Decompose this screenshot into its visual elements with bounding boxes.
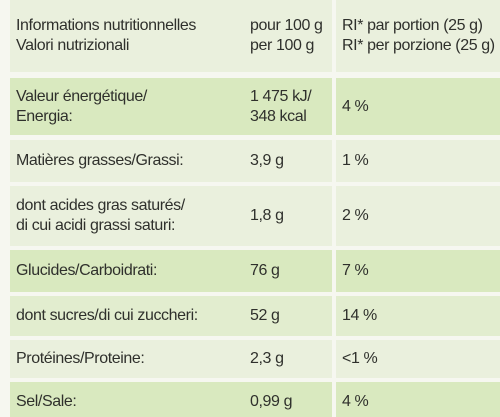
table-cell: Sel/Sale: <box>10 382 246 417</box>
cell-text: dont sucres/di cui zuccheri: <box>16 307 198 324</box>
table-cell: 4 % <box>336 78 500 135</box>
table-cell: 4 % <box>336 382 500 417</box>
table-cell: <1 % <box>336 340 500 378</box>
cell-text: 0,99 g <box>250 393 293 410</box>
cell-text: 1 % <box>342 152 369 169</box>
cell-text: 52 g <box>250 307 280 324</box>
cell-text: 4 % <box>342 97 369 115</box>
cell-text: Protéines/Proteine: <box>16 350 145 367</box>
cell-text: Matières grasses/Grassi: <box>16 152 184 169</box>
table-cell: dont sucres/di cui zuccheri: <box>10 296 246 336</box>
table-cell: dont acides gras saturés/di cui acidi gr… <box>10 186 246 246</box>
cell-text: RI* per porzione (25 g) <box>342 37 495 54</box>
table-cell: Valeur énergétique/Energia: <box>10 78 246 135</box>
table-cell: 3,9 g <box>244 140 332 182</box>
cell-text: 1 475 kJ/ <box>250 87 312 105</box>
cell-text: Informations nutritionnelles <box>16 17 197 34</box>
cell-text: Sel/Sale: <box>16 393 77 410</box>
table-cell: 52 g <box>244 296 332 336</box>
cell-text: 1,8 g <box>250 207 284 224</box>
table-cell: 2 % <box>336 186 500 246</box>
cell-text: RI* par portion (25 g) <box>342 17 483 34</box>
cell-text: 7 % <box>342 262 369 279</box>
header-cell: Informations nutritionnelles Valori nutri… <box>10 0 246 72</box>
cell-text: 2 % <box>342 207 369 224</box>
cell-text: di cui acidi grassi saturi: <box>16 217 176 234</box>
table-cell: 7 % <box>336 250 500 292</box>
header-cell: RI* par portion (25 g) RI* per porzione (… <box>336 0 500 72</box>
cell-text: <1 % <box>342 350 378 367</box>
cell-text: 2,3 g <box>250 350 284 367</box>
cell-text: Energia: <box>16 107 73 125</box>
cell-text: 4 % <box>342 393 369 410</box>
cell-text: pour 100 g <box>250 17 323 34</box>
header-cell: pour 100 g per 100 g <box>244 0 332 72</box>
cell-text: Glucides/Carboidrati: <box>16 262 157 279</box>
table-cell: 1 % <box>336 140 500 182</box>
table-cell: Glucides/Carboidrati: <box>10 250 246 292</box>
cell-text: per 100 g <box>250 37 315 54</box>
cell-text: 348 kcal <box>250 107 307 125</box>
cell-text: 14 % <box>342 307 377 324</box>
table-cell: 14 % <box>336 296 500 336</box>
table-cell: 76 g <box>244 250 332 292</box>
table-cell: 2,3 g <box>244 340 332 378</box>
table-cell: Protéines/Proteine: <box>10 340 246 378</box>
cell-text: 76 g <box>250 262 280 279</box>
cell-text: Valeur énergétique/ <box>16 87 147 105</box>
cell-text: 3,9 g <box>250 152 284 169</box>
cell-text: dont acides gras saturés/ <box>16 197 185 214</box>
table-cell: 0,99 g <box>244 382 332 417</box>
table-cell: Matières grasses/Grassi: <box>10 140 246 182</box>
table-cell: 1,8 g <box>244 186 332 246</box>
table-cell: 1 475 kJ/348 kcal <box>244 78 332 135</box>
cell-text: Valori nutrizionali <box>16 37 130 54</box>
